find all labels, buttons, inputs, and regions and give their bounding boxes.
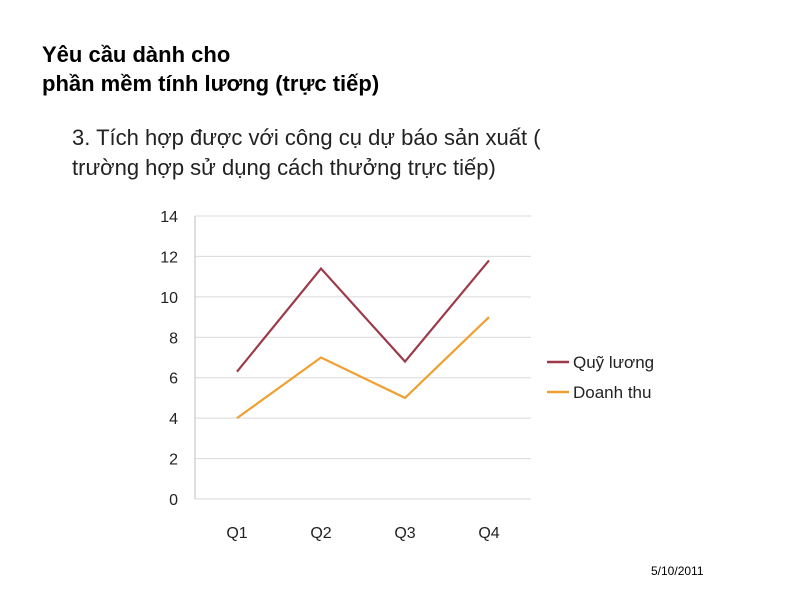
legend-label: Doanh thu — [573, 383, 651, 402]
chart-series — [236, 259, 490, 420]
x-tick-label: Q2 — [310, 525, 331, 542]
y-tick-label: 12 — [160, 249, 178, 266]
x-tick-label: Q1 — [226, 525, 247, 542]
chart-axes: 0 2 4 6 8 10 12 14 Q1 Q2 Q3 Q4 — [160, 209, 500, 542]
series-line-doanh-thu — [236, 316, 490, 420]
slide-date: 5/10/2011 — [651, 564, 704, 578]
y-tick-label: 10 — [160, 290, 178, 307]
y-tick-label: 2 — [169, 452, 178, 469]
x-tick-label: Q3 — [394, 525, 415, 542]
slide-title: Yêu cầu dành cho phần mềm tính lương (tr… — [42, 40, 379, 98]
slide-title-line1: Yêu cầu dành cho — [42, 42, 231, 67]
legend-label: Quỹ lương — [573, 353, 654, 372]
y-tick-label: 4 — [169, 411, 178, 428]
x-tick-label: Q4 — [478, 525, 499, 542]
y-tick-label: 0 — [169, 492, 178, 509]
y-tick-label: 14 — [160, 209, 178, 226]
slide-subtitle-line2: trường hợp sử dụng cách thưởng trực tiếp… — [72, 155, 496, 180]
slide-subtitle: 3. Tích hợp được với công cụ dự báo sản … — [72, 123, 541, 183]
slide-subtitle-line1: 3. Tích hợp được với công cụ dự báo sản … — [72, 125, 541, 150]
y-tick-label: 6 — [169, 371, 178, 388]
series-line-quy-luong — [236, 259, 490, 373]
chart-legend: Quỹ lương Doanh thu — [547, 353, 654, 402]
slide-title-line2: phần mềm tính lương (trực tiếp) — [42, 71, 380, 96]
y-tick-label: 8 — [169, 330, 178, 347]
chart-gridlines — [195, 215, 531, 500]
